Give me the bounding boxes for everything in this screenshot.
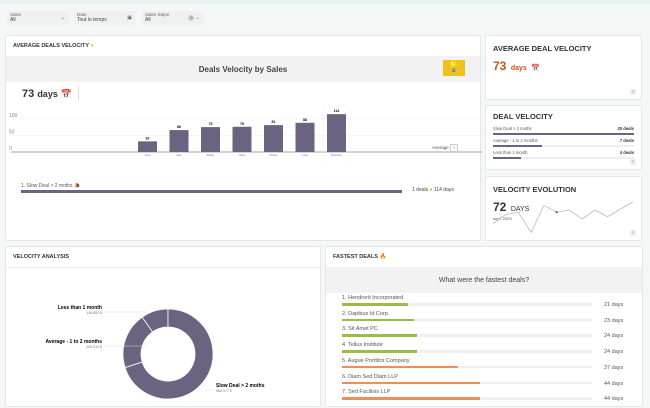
slice-label: Less than 1 month [58, 305, 102, 311]
panel-title: AVERAGE DEALS VELOCITY ● [13, 43, 94, 49]
calendar-icon: 📅 [60, 89, 73, 99]
x-tick-label: Françoise [331, 154, 343, 157]
deal-velocity-row: Slow Deal > 2 moths 20 deals [486, 126, 641, 135]
lightbulb-button[interactable]: 💡 [443, 60, 465, 76]
help-button[interactable]: ? [630, 89, 636, 95]
slow-deal-bar [21, 190, 402, 193]
sales-filter-value: All [10, 17, 16, 23]
snail-icon: 🐌 [73, 183, 81, 189]
bulb-icon: ● [90, 43, 94, 49]
deal-velocity-row: Less than 1 month 4 deals [486, 150, 641, 159]
x-tick-label: Jane [176, 154, 182, 157]
calendar-icon: 📅 [531, 65, 540, 72]
x-tick-label: Robert [207, 154, 215, 157]
help-button[interactable]: ? [630, 230, 636, 236]
bar-value-label: 81 [272, 120, 276, 124]
bar-value-label: 76 [240, 122, 244, 126]
slow-deal-stats: 1 deals ● 114 days [412, 187, 454, 193]
chevron-down-icon: 0 ⌄ [188, 15, 200, 21]
bar [201, 127, 220, 152]
sparkline-point [555, 211, 558, 214]
divider [78, 86, 79, 100]
x-tick-label: Antoine [269, 154, 278, 157]
help-button[interactable]: ? [630, 159, 636, 165]
velocity-analysis-panel: VELOCITY ANALYSIS Less than 1 month 136 8… [5, 246, 321, 407]
deal-velocity-card: DEAL VELOCITY Slow Deal > 2 moths 20 deal… [485, 105, 642, 170]
bar [327, 114, 346, 152]
average-toggle[interactable]: Average › [432, 144, 458, 152]
donut-slice [124, 308, 214, 400]
highlight-box [322, 105, 351, 162]
y-tick-label: 0 [9, 146, 12, 152]
dot-icon: ● [429, 187, 433, 193]
panel-title: VELOCITY ANALYSIS [6, 247, 320, 268]
fastest-deal-row[interactable]: 1. Hendrerit Incorporated 21 days [342, 295, 624, 308]
sales-steps-filter[interactable]: Sales Steps All 0 ⌄ [142, 11, 204, 25]
bar [169, 130, 189, 152]
slice-label: Average - 1 to 2 months [46, 339, 103, 345]
fastest-deals-panel: FASTEST DEALS 🔥 What were the fastest de… [325, 246, 643, 407]
bar [138, 141, 157, 152]
sales-steps-label: Sales Steps [145, 12, 170, 17]
bar-value-label: 114 [334, 109, 340, 113]
date-filter-value: Tout le temps [77, 17, 107, 23]
card-title: AVERAGE DEAL VELOCITY [493, 44, 592, 53]
fastest-deal-row[interactable]: 5. Augue Porttitor Company 37 days [342, 357, 624, 371]
slice-label: Slow Deal > 2 moths [216, 383, 265, 389]
fastest-deal-row[interactable]: 2. Dapibus Id Corp. 23 days [342, 310, 624, 324]
sparkline [492, 201, 634, 234]
chart-header: Deals Velocity by Sales 💡 [6, 56, 480, 82]
bar-value-label: 32 [146, 136, 150, 140]
y-tick-label: 100 [9, 113, 18, 119]
chart-title: Deals Velocity by Sales [198, 64, 288, 74]
x-tick-label: Anna [145, 154, 151, 157]
date-filter[interactable]: Date Tout le temps ▣ [74, 11, 136, 25]
slow-deal-label: 1. Slow Deal > 2 moths 🐌 [21, 183, 81, 189]
x-tick-label: Lucas [302, 154, 309, 157]
y-tick-label: 50 [9, 129, 15, 135]
average-deal-velocity-card: AVERAGE DEAL VELOCITY 73 days 📅 ? [485, 35, 642, 100]
fastest-deal-row[interactable]: 6. Diam Sed Diam LLP 44 days [342, 373, 624, 387]
sales-filter[interactable]: Sales All ⌄ [7, 11, 69, 25]
velocity-evolution-card: VELOCITY EVOLUTION 72 DAYS sept. 2023 ? [485, 176, 642, 241]
panel-title: FASTEST DEALS 🔥 [333, 254, 387, 260]
count-badge: 0 [188, 15, 195, 21]
deal-velocity-row: Average - 1 to 2 months 7 deals [486, 138, 641, 147]
sales-steps-value: All [145, 17, 151, 23]
evolution-date: sept. 2023 [493, 216, 512, 221]
fastest-question: What were the fastest deals? [326, 267, 642, 293]
evolution-value: 72 DAYS [493, 200, 530, 214]
bar-chart: 0 50 100 32 Anna 66 Jane 75 Robert 76 Claire 81 Anto… [9, 105, 482, 162]
card-title: DEAL VELOCITY [493, 112, 553, 121]
x-tick-label: Claire [239, 154, 246, 157]
average-deals-velocity-panel: AVERAGE DEALS VELOCITY ● Deals Velocity … [5, 35, 482, 241]
average-deal-value: 73 days 📅 [493, 59, 540, 73]
top-bar [0, 0, 650, 4]
bar-value-label: 88 [303, 118, 307, 122]
slice-value: 984 477 $ [216, 389, 232, 393]
chevron-right-icon: › [450, 144, 458, 152]
fastest-deal-row[interactable]: 4. Tellus Institute 24 days [342, 342, 624, 356]
average-days: 73 days 📅 [22, 88, 73, 100]
bar-value-label: 75 [209, 122, 213, 126]
fire-icon: 🔥 [379, 254, 387, 260]
slice-value: 282 512 $ [86, 345, 102, 349]
velocity-sparkline [492, 201, 634, 234]
chevron-down-icon: ⌄ [60, 15, 65, 21]
bar [295, 122, 315, 152]
card-title: VELOCITY EVOLUTION [493, 185, 577, 194]
bar-value-label: 66 [177, 125, 181, 129]
slice-value: 136 852 $ [86, 311, 102, 315]
sales-filter-label: Sales [10, 12, 22, 17]
fastest-deal-row[interactable]: 7. Sed Facilisis LLP 44 days [342, 389, 624, 403]
bar [232, 126, 252, 152]
fastest-deal-row[interactable]: 3. Sit Amet PC 24 days [342, 326, 624, 340]
bar [264, 125, 283, 152]
date-filter-label: Date [77, 12, 87, 17]
calendar-icon: ▣ [127, 15, 132, 21]
